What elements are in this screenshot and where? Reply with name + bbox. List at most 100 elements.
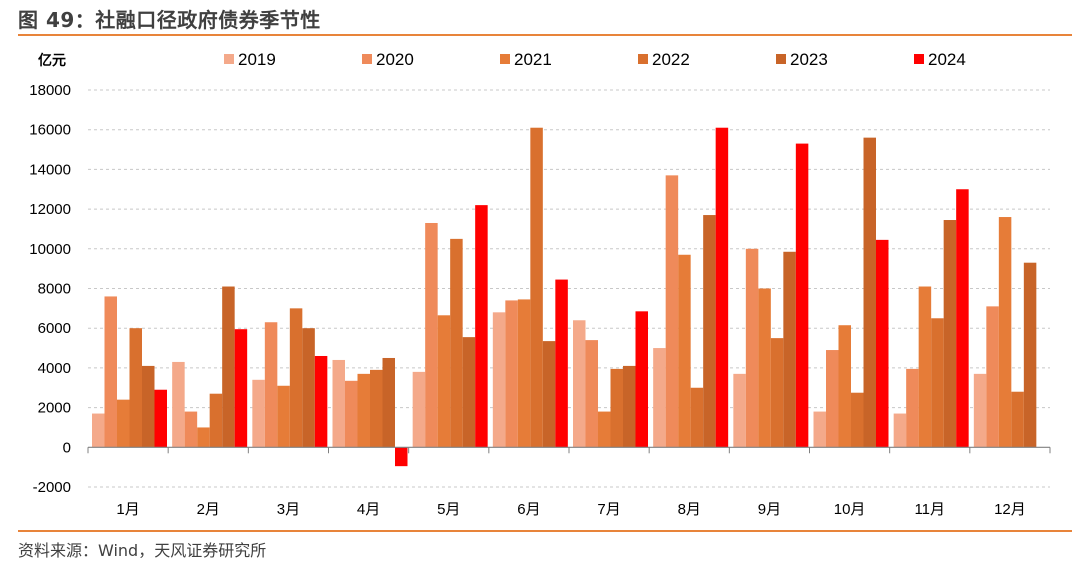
- y-axis-ticks: -2000 0 2000 4000 6000 8000 10000 12000 14000 160…: [29, 82, 71, 496]
- y-tick-label: 2000: [38, 400, 71, 417]
- figure-title: 图 49：社融口径政府债券季节性: [18, 8, 321, 32]
- bar-2021-1: [117, 399, 130, 448]
- y-tick-label: 6000: [38, 320, 71, 337]
- y-tick-label: 4000: [38, 360, 71, 377]
- bar-2020-8: [665, 175, 679, 448]
- bar-2019-6: [492, 312, 506, 448]
- bar-2022-2: [209, 393, 223, 448]
- x-tick-label: 3月: [277, 501, 300, 518]
- y-tick-label: 18000: [29, 82, 71, 99]
- y-tick-label: 14000: [29, 161, 71, 178]
- bar-2020-10: [826, 350, 839, 448]
- legend-label-2023: 2023: [790, 50, 828, 69]
- x-tick-label: 9月: [758, 501, 781, 518]
- bar-2023-11: [943, 220, 957, 448]
- legend-swatch-2024: [914, 54, 924, 64]
- bar-2024-1: [154, 389, 167, 448]
- bar-2021-6: [517, 299, 531, 448]
- bar-2021-4: [357, 373, 370, 448]
- legend-label-2021: 2021: [514, 50, 552, 69]
- bar-2023-7: [623, 365, 636, 448]
- y-tick-label: 16000: [29, 122, 71, 139]
- bar-2023-5: [462, 337, 476, 448]
- x-tick-label: 12月: [994, 501, 1026, 518]
- bar-2019-4: [332, 359, 345, 448]
- x-tick-label: 2月: [197, 501, 220, 518]
- bar-2024-9: [795, 143, 809, 448]
- bar-2023-6: [542, 341, 556, 448]
- bar-2019-9: [733, 373, 746, 448]
- bar-2024-5: [475, 205, 488, 448]
- bar-2020-5: [425, 222, 438, 448]
- legend-swatch-2023: [776, 54, 786, 64]
- top-divider: [18, 34, 1072, 36]
- bar-2022-1: [129, 328, 142, 448]
- bar-2022-10: [851, 392, 864, 448]
- bar-2023-8: [703, 215, 716, 448]
- bar-2019-11: [893, 413, 907, 448]
- gridlines: [88, 89, 1050, 488]
- y-tick-label: 0: [63, 439, 71, 456]
- legend-swatch-2020: [362, 54, 372, 64]
- bar-2023-4: [382, 357, 395, 448]
- bars: [92, 127, 1037, 467]
- bar-2024-8: [715, 127, 729, 448]
- bar-2024-2: [234, 329, 248, 448]
- bar-2019-3: [252, 379, 265, 448]
- bar-2022-12: [1011, 391, 1024, 448]
- bar-2022-3: [289, 308, 303, 448]
- bar-2022-4: [370, 369, 383, 448]
- bar-2020-6: [505, 300, 518, 448]
- bar-2019-1: [92, 413, 105, 448]
- bar-2021-8: [678, 254, 691, 448]
- x-tick-label: 5月: [437, 501, 460, 518]
- bar-2020-12: [986, 306, 999, 448]
- legend-label-2019: 2019: [238, 50, 276, 69]
- bar-2021-10: [838, 325, 851, 448]
- bottom-divider: [18, 530, 1072, 532]
- source-note: 资料来源：Wind，天风证券研究所: [18, 541, 267, 560]
- y-axis-unit-label: 亿元: [38, 52, 66, 68]
- y-tick-label: 8000: [38, 281, 71, 298]
- x-tick-label: 7月: [597, 501, 620, 518]
- bar-2023-3: [302, 328, 315, 448]
- x-axis: [87, 446, 1051, 454]
- bar-2019-5: [412, 371, 426, 448]
- bar-2023-1: [142, 365, 155, 448]
- bar-2022-9: [770, 338, 784, 448]
- bar-2022-11: [931, 318, 944, 448]
- x-tick-label: 8月: [678, 501, 701, 518]
- bar-2024-3: [314, 355, 328, 448]
- bar-2022-8: [690, 387, 704, 448]
- x-tick-label: 4月: [357, 501, 380, 518]
- bar-2020-3: [264, 322, 278, 448]
- bar-2021-2: [197, 427, 210, 448]
- legend-swatch-2021: [500, 54, 510, 64]
- bar-2021-3: [277, 385, 290, 448]
- bar-2024-11: [956, 189, 969, 448]
- legend-label-2024: 2024: [928, 50, 966, 69]
- bar-2019-7: [573, 320, 586, 448]
- x-tick-label: 1月: [116, 501, 139, 518]
- x-tick-label: 6月: [517, 501, 540, 518]
- bar-2023-12: [1023, 262, 1037, 448]
- bar-2024-6: [555, 279, 568, 448]
- x-axis-labels: 1月 2月 3月 4月 5月 6月 7月 8月 9月 10月 11月 12月: [116, 501, 1025, 518]
- y-tick-label: 12000: [29, 201, 71, 218]
- bar-2019-12: [973, 373, 987, 448]
- bar-2022-6: [530, 127, 543, 448]
- legend-swatch-2019: [224, 54, 234, 64]
- bar-2023-10: [863, 137, 876, 448]
- bar-2019-2: [172, 361, 185, 448]
- bar-2024-4: [395, 447, 408, 467]
- bar-2021-5: [437, 315, 451, 448]
- legend-label-2020: 2020: [376, 50, 414, 69]
- legend-label-2022: 2022: [652, 50, 690, 69]
- bar-2021-7: [598, 411, 611, 448]
- x-tick-label: 11月: [914, 501, 945, 518]
- bar-2020-4: [345, 380, 358, 448]
- y-tick-label: -2000: [33, 479, 71, 496]
- bar-2020-9: [745, 248, 759, 448]
- legend-swatch-2022: [638, 54, 648, 64]
- y-tick-label: 10000: [29, 241, 71, 258]
